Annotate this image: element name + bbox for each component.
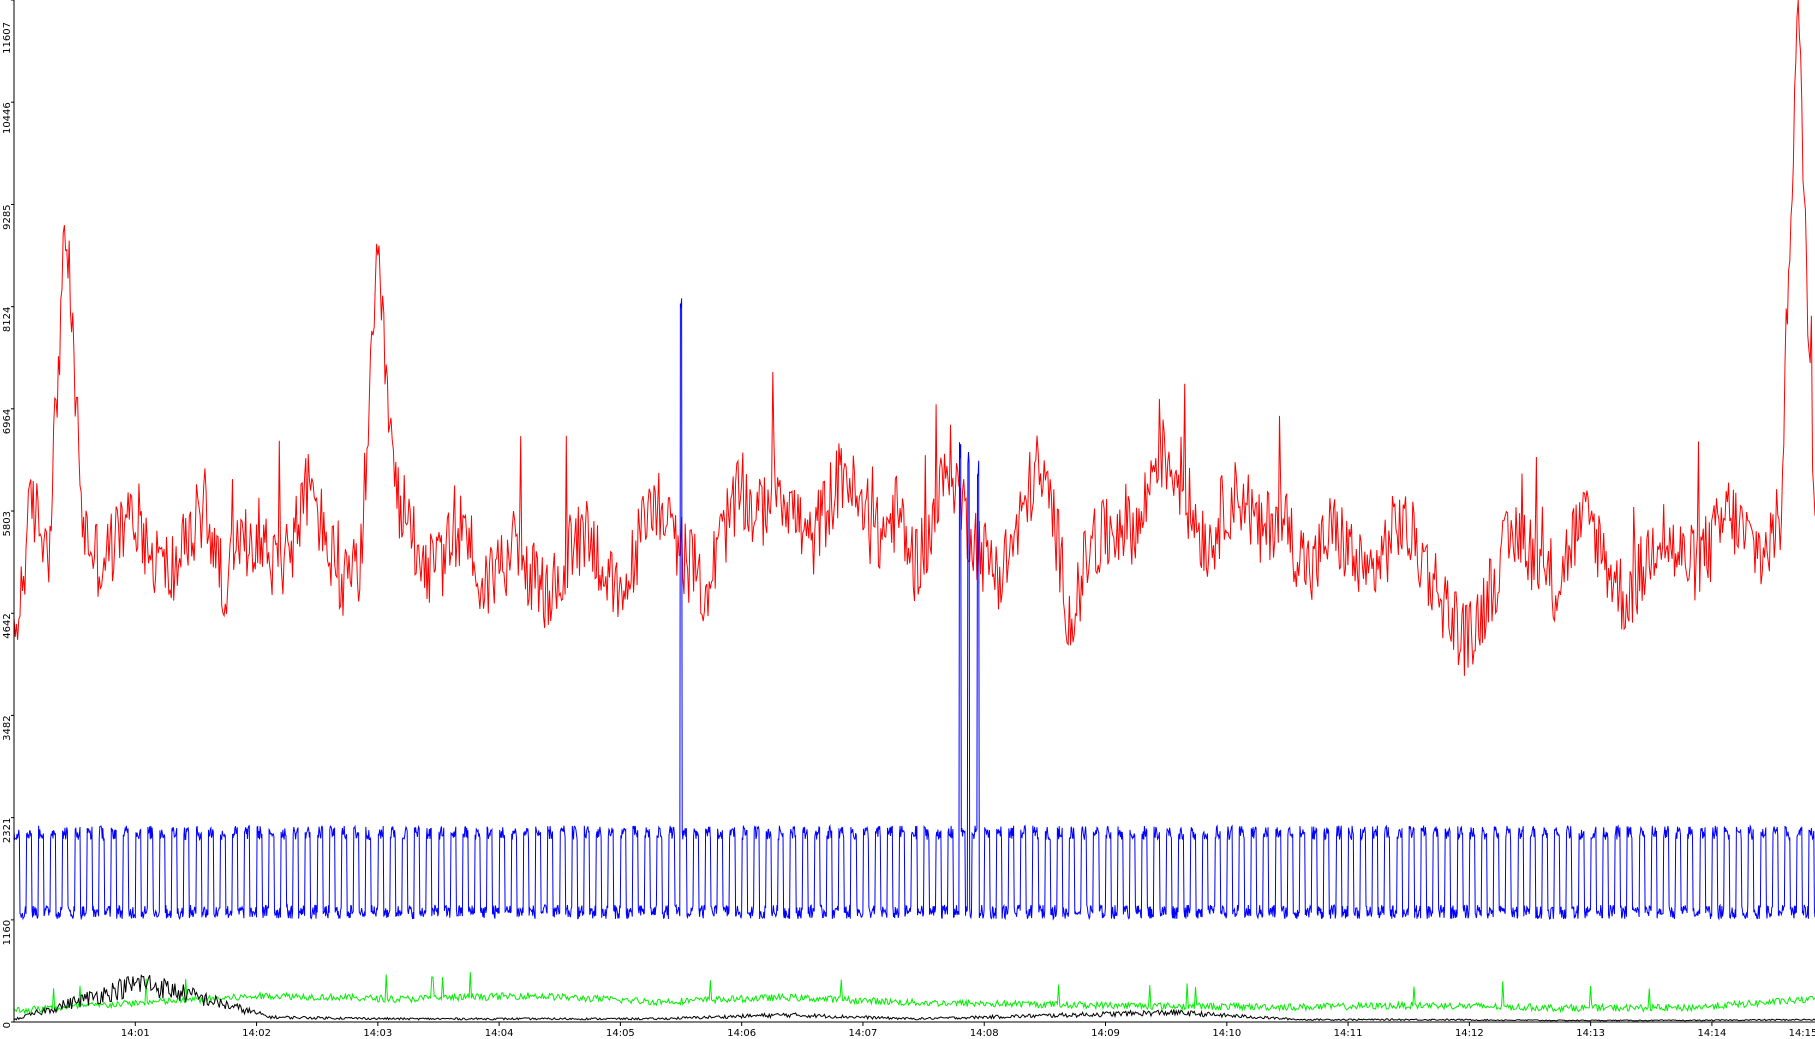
x-tick-labels: 14:01 14:02 14:03 14:04 14:05 14:06 14:07 14:08… bbox=[121, 1022, 1815, 1039]
y-tick-label: 8124 bbox=[2, 307, 13, 332]
y-tick-label: 0 bbox=[2, 1022, 13, 1028]
x-tick-label: 14:01 bbox=[121, 1028, 150, 1039]
x-tick-label: 14:14 bbox=[1697, 1028, 1726, 1039]
y-tick-label: 1160 bbox=[2, 920, 13, 945]
y-tick-label: 4642 bbox=[2, 613, 13, 638]
y-tick-label: 2321 bbox=[2, 818, 13, 843]
y-tick-label: 3482 bbox=[2, 715, 13, 740]
x-tick-label: 14:06 bbox=[727, 1028, 756, 1039]
x-tick-label: 14:15 bbox=[1789, 1028, 1815, 1039]
series-black-line bbox=[13, 974, 1815, 1022]
x-tick-label: 14:04 bbox=[485, 1028, 514, 1039]
x-tick-label: 14:05 bbox=[606, 1028, 635, 1039]
x-tick-label: 14:13 bbox=[1576, 1028, 1605, 1039]
x-tick-label: 14:07 bbox=[849, 1028, 878, 1039]
x-tick-label: 14:12 bbox=[1455, 1028, 1484, 1039]
y-tick-label: 11607 bbox=[2, 22, 13, 54]
x-tick-label: 14:02 bbox=[242, 1028, 271, 1039]
y-tick-label: 6964 bbox=[2, 409, 13, 434]
y-tick-label: 5803 bbox=[2, 511, 13, 536]
series-blue-line bbox=[13, 298, 1815, 921]
axis-layer bbox=[13, 0, 1815, 1023]
x-tick-label: 14:09 bbox=[1091, 1028, 1120, 1039]
x-tick-label: 14:03 bbox=[363, 1028, 392, 1039]
series-layer bbox=[13, 0, 1815, 1022]
y-tick-label: 10446 bbox=[2, 102, 13, 134]
y-tick-labels: 0 1160 2321 3482 4642 5803 6964 8124 9285 10446 11… bbox=[2, 0, 14, 1028]
x-tick-label: 14:10 bbox=[1212, 1028, 1241, 1039]
series-red-line bbox=[13, 0, 1815, 676]
x-tick-label: 14:11 bbox=[1334, 1028, 1363, 1039]
x-tick-label: 14:08 bbox=[970, 1028, 999, 1039]
y-tick-label: 9285 bbox=[2, 204, 13, 229]
series-green-line bbox=[13, 972, 1815, 1015]
